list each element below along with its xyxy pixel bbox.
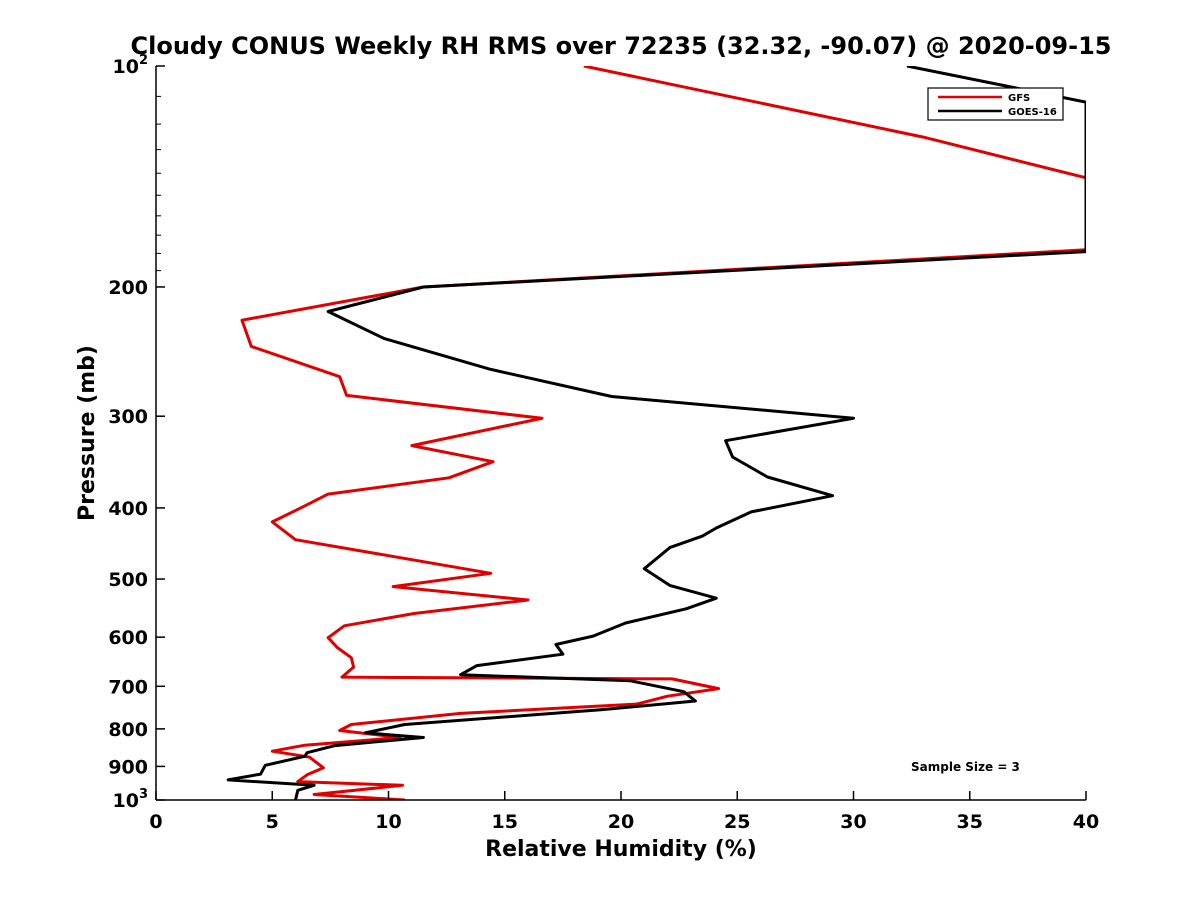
x-tick-label: 0 — [149, 811, 162, 833]
x-tick-label: 35 — [957, 811, 983, 833]
x-tick-label: 20 — [608, 811, 634, 833]
x-tick-label: 10 — [375, 811, 401, 833]
x-tick-label: 40 — [1073, 811, 1099, 833]
x-tick-label: 30 — [840, 811, 866, 833]
legend-label-gfs: GFS — [1008, 93, 1030, 104]
chart-title: Cloudy CONUS Weekly RH RMS over 72235 (3… — [131, 32, 1112, 60]
series-line-goes16 — [226, 66, 1086, 800]
x-axis-ticks: 0 5 10 15 20 25 30 35 40 — [149, 791, 1099, 833]
y-tick-label: 400 — [108, 498, 148, 520]
legend: GFS GOES-16 — [927, 87, 1064, 121]
series-layer — [226, 66, 1086, 800]
y-tick-label: 500 — [108, 569, 148, 591]
y-tick-label: 300 — [108, 406, 148, 428]
x-axis-label: Relative Humidity (%) — [485, 837, 757, 862]
x-tick-label: 25 — [724, 811, 750, 833]
sample-size-annotation: Sample Size = 3 — [911, 760, 1020, 774]
y-axis-label: Pressure (mb) — [75, 345, 100, 521]
y-tick-label: 800 — [108, 719, 148, 741]
y-tick-label: 102 — [113, 53, 149, 78]
x-tick-label: 15 — [492, 811, 518, 833]
y-tick-label: 200 — [108, 277, 148, 299]
y-tick-label: 900 — [108, 756, 148, 778]
y-axis-ticks: 102 200 300 400 500 600 700 800 900 103 — [108, 53, 165, 812]
y-tick-label: 700 — [108, 676, 148, 698]
x-tick-label: 5 — [266, 811, 279, 833]
y-tick-label: 103 — [113, 787, 149, 812]
legend-label-goes16: GOES-16 — [1008, 107, 1057, 118]
axes-layer — [155, 66, 1086, 801]
legend-box — [927, 87, 1064, 121]
series-line-gfs — [240, 66, 1086, 800]
y-tick-label: 600 — [108, 627, 148, 649]
